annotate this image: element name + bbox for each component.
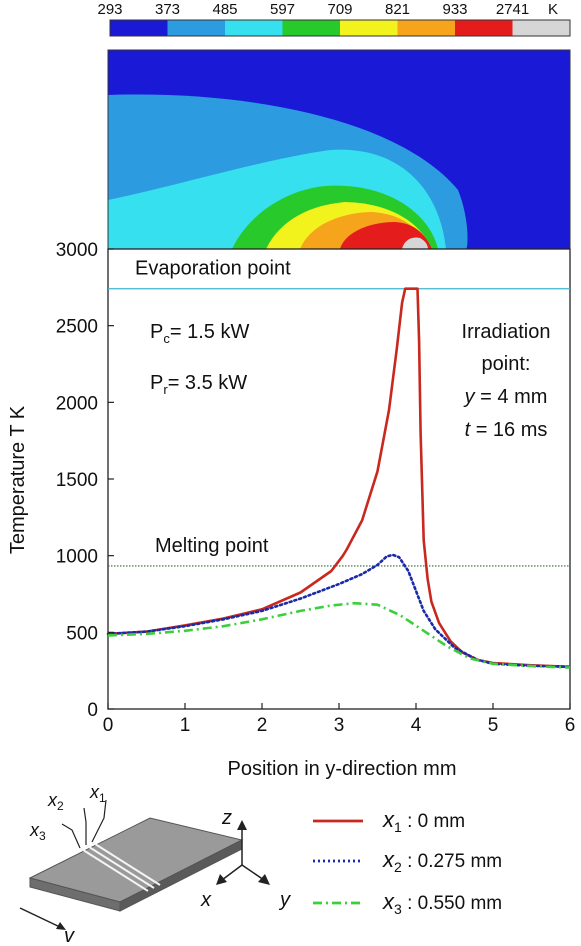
colorbar-segment-709 — [340, 20, 398, 36]
colorbar-label: 293 — [97, 1, 122, 18]
x-tick-label: 6 — [565, 715, 576, 736]
colorbar-unit: K — [548, 1, 558, 18]
irradiation-t: t = 16 ms — [465, 419, 548, 441]
y-arrow-head — [258, 874, 270, 885]
colorbar-segment-597 — [282, 20, 340, 36]
series-line-x3 — [107, 601, 571, 669]
x-tick-label: 4 — [411, 715, 422, 736]
inset-label-x1: x1 — [89, 782, 106, 805]
colorbar-segment-293 — [110, 20, 168, 36]
y-axis-symbol: y — [278, 889, 291, 911]
colorbar-label: 709 — [327, 1, 352, 18]
colorbar-label: 373 — [155, 1, 180, 18]
x-tick-label: 1 — [180, 715, 191, 736]
y-tick-label: 2500 — [56, 317, 98, 338]
feed-label: v — [64, 925, 75, 946]
y-axis-arrow — [241, 864, 265, 881]
irradiation-title: Irradiation — [462, 321, 551, 343]
y-axis-label: Temperature T K — [7, 405, 29, 554]
x-axis-label: Position in y-direction mm — [228, 758, 457, 780]
legend-label-x2: x2 : 0.275 mm — [382, 847, 502, 875]
irradiation-y: y = 4 mm — [463, 386, 548, 408]
leader-x2 — [83, 807, 87, 845]
y-tick-label: 0 — [87, 700, 98, 721]
y-tick-label: 1500 — [56, 470, 98, 491]
plot-area: Evaporation point Melting point 0 1 2 3 4 5 6 0 5… — [56, 240, 576, 736]
z-arrow-head — [237, 820, 247, 830]
x-tick-label: 2 — [257, 715, 268, 736]
legend-label-x3: x3 : 0.550 mm — [382, 889, 502, 917]
feed-arrow — [19, 907, 63, 929]
colorbar-label: 933 — [442, 1, 467, 18]
colorbar-segment-2741 — [512, 20, 570, 36]
series-line-x2 — [106, 553, 572, 669]
colorbar-segment-933 — [455, 20, 513, 36]
z-axis-symbol: z — [221, 807, 232, 829]
track-x3 — [79, 847, 149, 892]
x-axis-arrow — [221, 864, 243, 881]
x-axis-symbol: x — [200, 889, 212, 911]
colorbar-segment-373 — [167, 20, 225, 36]
leader-x1 — [91, 799, 107, 843]
colorbar-label: 485 — [212, 1, 237, 18]
inset-label-x3: x3 — [29, 820, 46, 843]
colorbar-frame — [109, 19, 571, 37]
colorbar-segment-821 — [397, 20, 455, 36]
y-tick-label: 3000 — [56, 240, 98, 261]
irradiation-subtitle: point: — [482, 353, 531, 375]
series-line-x1 — [107, 287, 571, 669]
leader-x3 — [61, 823, 81, 849]
reference-line-label: Evaporation point — [135, 258, 291, 280]
temperature-contour-map — [108, 50, 570, 249]
legend-label-x1: x1 : 0 mm — [382, 807, 465, 835]
y-tick-label: 1000 — [56, 547, 98, 568]
inset-label-x2: x2 — [47, 790, 64, 813]
colorbar-segment-485 — [225, 20, 283, 36]
x-arrow-head — [216, 874, 227, 885]
reference-line-label: Melting point — [155, 535, 269, 557]
contour-band-2741 — [402, 237, 428, 249]
pc-annotation: Pc= 1.5 kW — [150, 321, 249, 346]
colorbar-label: 2741 — [496, 1, 529, 18]
colorbar-label: 821 — [385, 1, 410, 18]
colorbar-label: 597 — [270, 1, 295, 18]
y-tick-label: 2000 — [56, 393, 98, 414]
y-tick-label: 500 — [66, 623, 98, 644]
x-tick-label: 5 — [488, 715, 499, 736]
feed-arrow-head — [56, 922, 66, 930]
pr-annotation: Pr= 3.5 kW — [150, 372, 247, 397]
track-x2 — [85, 844, 155, 889]
x-tick-label: 3 — [334, 715, 345, 736]
plot-frame — [107, 248, 571, 710]
colorbar: 293 373 485 597 709 821 933 2741 K — [97, 1, 571, 37]
axes-triad: z x y — [200, 807, 291, 911]
x-tick-label: 0 — [103, 715, 114, 736]
legend: x1 : 0 mm x2 : 0.275 mm x3 : 0.550 mm — [313, 807, 502, 917]
track-x1 — [91, 841, 161, 886]
